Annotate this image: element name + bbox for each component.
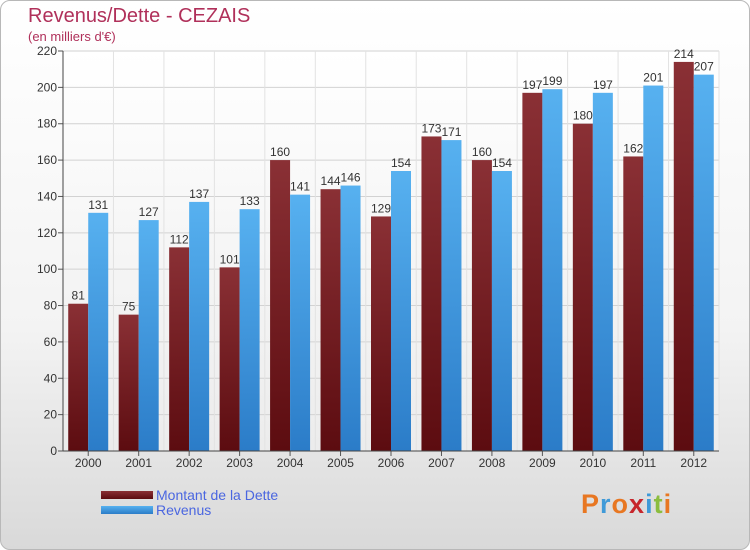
y-tick-label: 20 (44, 408, 58, 422)
data-label-dette: 173 (421, 121, 441, 135)
legend-label-dette: Montant de la Dette (156, 487, 279, 503)
bar-dette (421, 136, 442, 452)
legend-swatch-dette (101, 491, 153, 499)
data-label-revenus: 199 (542, 74, 562, 88)
bar-revenus (391, 171, 411, 451)
data-label-revenus: 171 (441, 125, 461, 139)
bar-revenus (239, 209, 260, 451)
bar-revenus (189, 201, 210, 451)
logo-letter: i (645, 489, 654, 519)
y-tick-label: 220 (37, 44, 57, 58)
legend-swatch-revenus (101, 506, 153, 514)
x-tick-label: 2005 (327, 456, 354, 470)
bar-revenus (138, 220, 159, 451)
y-tick-label: 100 (37, 262, 57, 276)
x-tick-label: 2007 (428, 456, 455, 470)
data-label-revenus: 131 (88, 198, 108, 212)
legend-label-revenus: Revenus (156, 502, 212, 518)
data-label-dette: 112 (170, 232, 189, 246)
bar-dette (68, 303, 89, 451)
bar-revenus (542, 89, 563, 451)
y-tick-label: 80 (44, 299, 58, 313)
x-tick-label: 2011 (630, 456, 656, 470)
data-label-revenus: 197 (593, 78, 613, 92)
bar-revenus (491, 171, 512, 451)
bar-dette (118, 314, 139, 451)
data-label-dette: 180 (573, 109, 593, 123)
data-label-dette: 197 (522, 78, 542, 92)
data-label-dette: 129 (371, 201, 391, 215)
data-label-dette: 214 (674, 47, 694, 61)
logo-letter: i (663, 489, 673, 519)
y-tick-label: 60 (44, 335, 58, 349)
chart-title: Revenus/Dette - CEZAIS (28, 5, 251, 27)
y-tick-label: 160 (37, 153, 57, 167)
logo-letter: P (581, 489, 601, 519)
data-label-revenus: 207 (694, 60, 714, 74)
x-tick-label: 2009 (529, 456, 556, 470)
x-tick-label: 2000 (75, 456, 102, 470)
y-tick-label: 40 (44, 371, 58, 385)
data-label-dette: 160 (472, 145, 492, 159)
data-label-dette: 75 (122, 300, 136, 314)
bar-dette (572, 123, 593, 452)
y-tick-label: 180 (37, 117, 57, 131)
bar-revenus (340, 185, 361, 451)
bar-dette (320, 189, 341, 451)
x-tick-label: 2012 (680, 456, 707, 470)
logo-letter: t (653, 489, 664, 519)
data-label-revenus: 154 (492, 156, 512, 170)
data-label-dette: 144 (321, 174, 341, 188)
bar-dette (673, 61, 694, 452)
bar-revenus (88, 212, 109, 451)
bar-revenus (643, 85, 664, 451)
data-label-revenus: 137 (189, 187, 209, 201)
y-tick-label: 120 (37, 226, 57, 240)
x-tick-label: 2001 (125, 456, 152, 470)
data-label-revenus: 146 (341, 171, 361, 185)
data-label-dette: 162 (623, 141, 643, 155)
bar-dette (371, 216, 391, 451)
data-label-revenus: 154 (391, 156, 411, 170)
bar-revenus (441, 140, 462, 451)
proxiti-logo: Proxiti (581, 489, 672, 520)
bar-dette (169, 247, 190, 451)
bar-revenus (290, 194, 311, 452)
bar-dette (623, 156, 644, 452)
logo-letter: r (600, 489, 612, 519)
chart-subtitle: (en milliers d'€) (28, 29, 116, 44)
x-tick-label: 2002 (176, 456, 203, 470)
bar-dette (471, 160, 492, 451)
data-label-revenus: 133 (240, 194, 260, 208)
data-label-dette: 101 (220, 252, 240, 266)
bar-dette (219, 267, 240, 451)
data-label-revenus: 127 (139, 205, 159, 219)
data-label-dette: 160 (270, 145, 290, 159)
logo-letter: x (629, 489, 646, 519)
y-tick-label: 140 (37, 189, 57, 203)
bar-revenus (693, 74, 714, 452)
data-label-revenus: 201 (643, 71, 663, 85)
y-tick-label: 200 (37, 80, 57, 94)
x-tick-label: 2008 (479, 456, 506, 470)
x-tick-label: 2004 (277, 456, 304, 470)
y-tick-label: 0 (50, 444, 57, 458)
x-tick-label: 2010 (579, 456, 606, 470)
bar-dette (270, 160, 291, 451)
bar-dette (522, 92, 543, 452)
logo-letter: o (611, 489, 630, 519)
data-label-revenus: 141 (290, 180, 310, 194)
x-tick-label: 2006 (378, 456, 405, 470)
bar-revenus (592, 92, 613, 452)
data-label-dette: 81 (72, 289, 86, 303)
x-tick-label: 2003 (226, 456, 253, 470)
